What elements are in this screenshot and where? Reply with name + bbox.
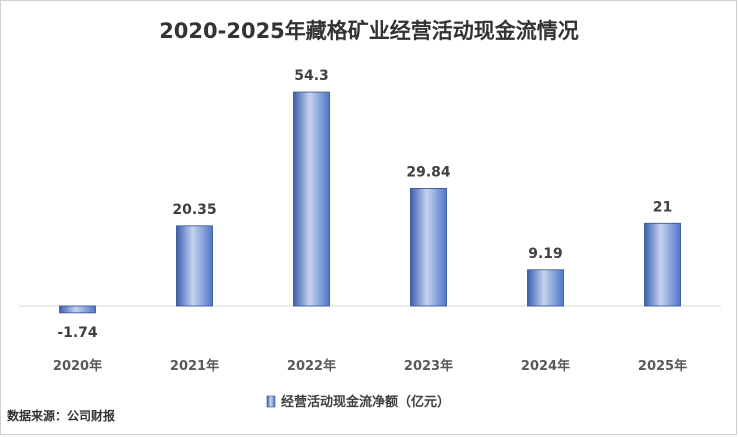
x-tick-label: 2020年 (53, 358, 102, 374)
data-label-2025年: 21 (653, 199, 672, 215)
chart-title: 2020-2025年藏格矿业经营活动现金流情况 (159, 19, 579, 43)
data-label-2023年: 29.84 (406, 164, 451, 180)
legend-swatch (266, 395, 276, 408)
plot-area: -1.74 2020年 20.35 2021年 54.3 2022年 29.84 2023年 9… (19, 68, 721, 374)
data-label-2021年: 20.35 (172, 202, 216, 218)
bar-2023年 (410, 188, 447, 307)
data-label-2022年: 54.3 (294, 68, 329, 84)
x-tick-label: 2023年 (404, 358, 453, 374)
bar-2024年 (527, 269, 564, 307)
legend: 经营活动现金流净额（亿元） (266, 394, 450, 410)
bar-2021年 (176, 225, 213, 307)
x-tick-label: 2025年 (638, 358, 687, 374)
bar-2022年 (293, 91, 330, 307)
legend-label: 经营活动现金流净额（亿元） (281, 394, 450, 410)
x-tick-label: 2022年 (287, 358, 336, 374)
bar-2020年 (59, 305, 96, 314)
x-tick-label: 2024年 (521, 358, 570, 374)
x-tick-label: 2021年 (170, 358, 219, 374)
data-label-2024年: 9.19 (528, 246, 563, 262)
bar-2025年 (644, 222, 681, 307)
source-note: 数据来源：公司财报 (7, 408, 115, 423)
data-label-2020年: -1.74 (57, 325, 98, 341)
